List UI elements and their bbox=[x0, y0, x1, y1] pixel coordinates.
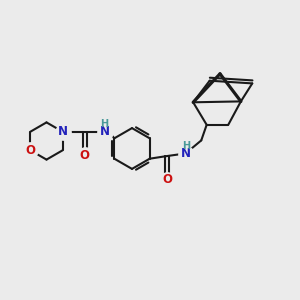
Text: O: O bbox=[80, 148, 90, 162]
Text: N: N bbox=[100, 125, 110, 138]
Text: H: H bbox=[100, 119, 109, 129]
Text: N: N bbox=[181, 147, 191, 161]
Text: H: H bbox=[182, 141, 190, 152]
Text: N: N bbox=[58, 125, 68, 138]
Text: O: O bbox=[26, 144, 35, 157]
Text: O: O bbox=[162, 173, 172, 186]
